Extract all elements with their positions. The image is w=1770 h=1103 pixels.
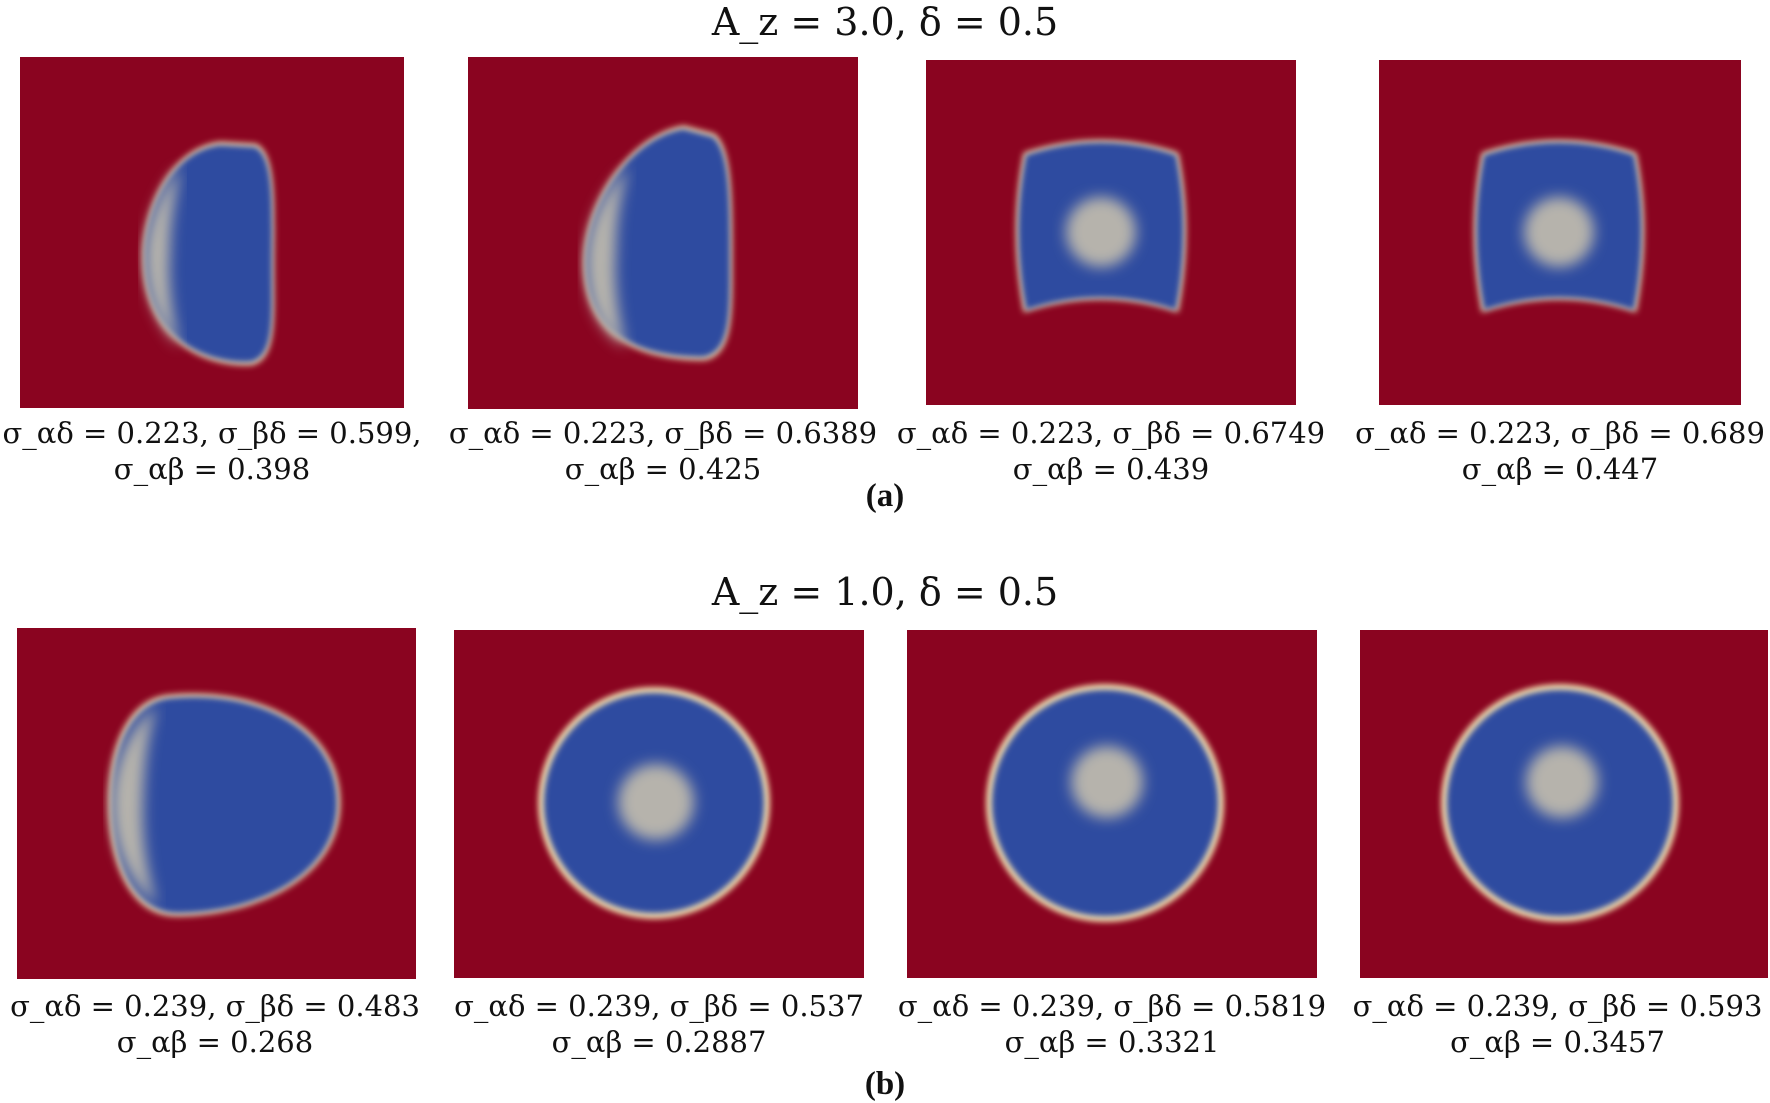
panel-a2-caption: σ_αδ = 0.223, σ_βδ = 0.6389 σ_αβ = 0.425 xyxy=(448,415,878,487)
caption-line-1: σ_αδ = 0.223, σ_βδ = 0.6749 xyxy=(896,416,1326,450)
caption-line-1: σ_αδ = 0.239, σ_βδ = 0.5819 xyxy=(897,989,1327,1023)
caption-line-2: σ_αβ = 0.2887 xyxy=(551,1025,767,1059)
phase-field-panel-a4 xyxy=(1379,60,1741,405)
caption-line-2: σ_αβ = 0.3321 xyxy=(1004,1025,1220,1059)
phase-field-panel-b2 xyxy=(454,630,864,978)
lens-droplet-image xyxy=(108,693,341,917)
phase-field-panel-a1 xyxy=(20,57,404,408)
row-b-label: (b) xyxy=(864,1066,906,1102)
row-a-label: (a) xyxy=(865,478,905,514)
caption-line-1: σ_αδ = 0.223, σ_βδ = 0.689 xyxy=(1355,416,1765,450)
phase-field-panel-a2 xyxy=(468,57,858,409)
square-droplet-image xyxy=(1474,139,1644,313)
caption-line-1: σ_αδ = 0.239, σ_βδ = 0.537 xyxy=(454,989,864,1023)
phase-field-panel-b4 xyxy=(1360,630,1768,978)
ring-droplet-image xyxy=(538,687,770,919)
caption-line-1: σ_αδ = 0.239, σ_βδ = 0.593 xyxy=(1352,989,1763,1023)
caption-line-1: σ_αδ = 0.223, σ_βδ = 0.6389 xyxy=(448,416,878,450)
caption-line-2: σ_αβ = 0.439 xyxy=(1012,452,1210,486)
phase-field-panel-b1 xyxy=(17,628,416,979)
caption-line-2: σ_αβ = 0.398 xyxy=(113,452,311,486)
panel-a4-caption: σ_αδ = 0.223, σ_βδ = 0.689 σ_αβ = 0.447 xyxy=(1350,415,1770,487)
lens-droplet-image xyxy=(142,141,274,366)
panel-b3-caption: σ_αδ = 0.239, σ_βδ = 0.5819 σ_αβ = 0.332… xyxy=(897,988,1327,1060)
panel-b1-caption: σ_αδ = 0.239, σ_βδ = 0.483 σ_αβ = 0.268 xyxy=(0,988,430,1060)
panel-a1-caption: σ_αδ = 0.223, σ_βδ = 0.599, σ_αβ = 0.398 xyxy=(0,415,424,487)
square-droplet-image xyxy=(1016,139,1186,313)
phase-field-panel-b3 xyxy=(907,630,1317,978)
caption-line-2: σ_αβ = 0.3457 xyxy=(1450,1025,1665,1059)
phase-field-panel-a3 xyxy=(926,60,1296,405)
row-b-title: A_z = 1.0, δ = 0.5 xyxy=(711,570,1059,614)
ring-droplet-image xyxy=(986,684,1224,922)
caption-line-2: σ_αβ = 0.268 xyxy=(116,1025,314,1059)
caption-line-2: σ_αβ = 0.425 xyxy=(564,452,762,486)
row-a-title: A_z = 3.0, δ = 0.5 xyxy=(711,0,1059,44)
caption-line-1: σ_αδ = 0.223, σ_βδ = 0.599, xyxy=(2,416,422,450)
lens-droplet-image xyxy=(583,125,733,361)
panel-b2-caption: σ_αδ = 0.239, σ_βδ = 0.537 σ_αβ = 0.2887 xyxy=(444,988,874,1060)
ring-droplet-image xyxy=(1441,684,1679,922)
panel-b4-caption: σ_αδ = 0.239, σ_βδ = 0.593 σ_αβ = 0.3457 xyxy=(1345,988,1770,1060)
panel-a3-caption: σ_αδ = 0.223, σ_βδ = 0.6749 σ_αβ = 0.439 xyxy=(896,415,1326,487)
caption-line-1: σ_αδ = 0.239, σ_βδ = 0.483 xyxy=(10,989,420,1023)
caption-line-2: σ_αβ = 0.447 xyxy=(1461,452,1659,486)
